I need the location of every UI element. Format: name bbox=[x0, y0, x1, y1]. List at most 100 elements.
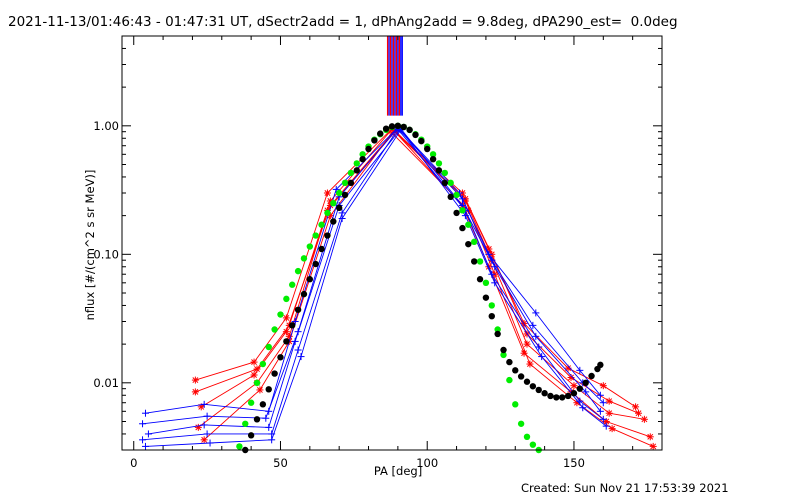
data-point bbox=[649, 442, 657, 450]
fit-dot bbox=[324, 232, 331, 239]
data-point bbox=[191, 376, 199, 384]
fit-dot bbox=[318, 221, 325, 228]
data-point bbox=[602, 422, 610, 430]
data-point bbox=[596, 391, 604, 399]
data-point bbox=[526, 360, 534, 368]
data-point bbox=[139, 436, 147, 444]
series-line bbox=[142, 128, 604, 441]
data-point bbox=[203, 430, 211, 438]
fit-dot bbox=[347, 179, 355, 187]
x-tick-label: 50 bbox=[273, 456, 288, 470]
data-point bbox=[144, 430, 152, 438]
fit-dot bbox=[453, 191, 460, 199]
series-8 bbox=[139, 125, 607, 444]
fit-dot bbox=[265, 386, 272, 393]
y-axis-label: nflux [#/(cm^2 s sr MeV)] bbox=[83, 170, 97, 321]
fit-dot bbox=[294, 306, 302, 313]
fit-dot bbox=[412, 131, 419, 139]
fit-dot bbox=[512, 367, 519, 374]
fit-dot bbox=[535, 386, 542, 394]
y-tick-label: 0.01 bbox=[93, 376, 119, 390]
fit-dot bbox=[476, 258, 484, 265]
data-point bbox=[250, 358, 258, 366]
fit-dot bbox=[459, 224, 466, 232]
fit-dot bbox=[289, 281, 296, 288]
data-point bbox=[291, 318, 299, 326]
series-line bbox=[203, 132, 654, 447]
data-point bbox=[605, 397, 613, 405]
fit-dot bbox=[359, 155, 366, 163]
data-point bbox=[488, 256, 496, 264]
fit-dot bbox=[312, 260, 319, 268]
data-point bbox=[570, 382, 578, 390]
fit-dot bbox=[482, 279, 490, 287]
fit-dot bbox=[365, 145, 372, 153]
data-point bbox=[529, 321, 537, 329]
fit-dot bbox=[283, 338, 290, 345]
data-point bbox=[265, 423, 273, 431]
data-point bbox=[262, 414, 270, 422]
fit-dot bbox=[582, 379, 589, 387]
fit-dot bbox=[353, 160, 360, 167]
fit-dot bbox=[459, 207, 466, 214]
data-point bbox=[282, 328, 290, 336]
fit-dot bbox=[371, 137, 378, 144]
series-2 bbox=[197, 126, 648, 423]
data-point bbox=[291, 337, 299, 345]
fit-green bbox=[236, 122, 542, 454]
fit-dot bbox=[247, 432, 255, 439]
fit-dot bbox=[482, 294, 490, 301]
data-point bbox=[256, 386, 264, 394]
data-point bbox=[200, 400, 208, 408]
fit-dot bbox=[289, 322, 296, 329]
data-point bbox=[532, 332, 540, 340]
data-point bbox=[206, 439, 214, 447]
fit-dot bbox=[418, 137, 425, 145]
data-point bbox=[139, 420, 147, 428]
fit-dot bbox=[470, 258, 478, 265]
data-point bbox=[268, 436, 276, 444]
data-point bbox=[532, 309, 540, 317]
fit-dot bbox=[277, 354, 284, 361]
data-point bbox=[338, 214, 346, 222]
data-point bbox=[294, 346, 302, 354]
data-point bbox=[491, 263, 499, 271]
data-point bbox=[596, 407, 604, 415]
fit-dot bbox=[465, 221, 472, 228]
data-point bbox=[646, 433, 654, 441]
fit-dot bbox=[523, 378, 531, 385]
series-line bbox=[200, 129, 645, 420]
created-timestamp: Created: Sun Nov 21 17:53:39 2021 bbox=[521, 481, 729, 495]
series-9 bbox=[141, 126, 610, 450]
fit-dot bbox=[353, 167, 360, 174]
fit-dot bbox=[277, 311, 284, 318]
x-axis-label: PA [deg] bbox=[374, 464, 422, 478]
x-tick-label: 150 bbox=[563, 456, 585, 470]
data-point bbox=[632, 403, 640, 411]
series-3 bbox=[194, 128, 654, 441]
data-point bbox=[579, 404, 587, 412]
fit-dot bbox=[330, 218, 337, 225]
data-point bbox=[599, 415, 607, 423]
fit-dot bbox=[388, 123, 396, 130]
fit-dot bbox=[500, 351, 507, 359]
fit-dot bbox=[382, 125, 390, 132]
fit-dot bbox=[347, 169, 355, 177]
data-point bbox=[282, 314, 290, 322]
data-point bbox=[599, 382, 607, 390]
data-point bbox=[200, 436, 208, 444]
fit-dot bbox=[306, 243, 314, 250]
data-point bbox=[535, 343, 543, 351]
fit-dot bbox=[441, 169, 449, 177]
axes: 0 50 100 150 0.01 0.10 1.00 bbox=[93, 35, 663, 470]
fit-dot bbox=[553, 394, 560, 401]
fit-dot bbox=[324, 209, 331, 217]
fit-dot bbox=[294, 267, 302, 275]
data-point bbox=[200, 421, 208, 429]
fit-dot bbox=[400, 123, 407, 131]
fit-dot bbox=[335, 204, 343, 212]
fit-dot bbox=[529, 383, 537, 390]
data-point bbox=[582, 388, 590, 396]
fit-dot bbox=[341, 179, 349, 187]
data-point bbox=[461, 212, 469, 220]
